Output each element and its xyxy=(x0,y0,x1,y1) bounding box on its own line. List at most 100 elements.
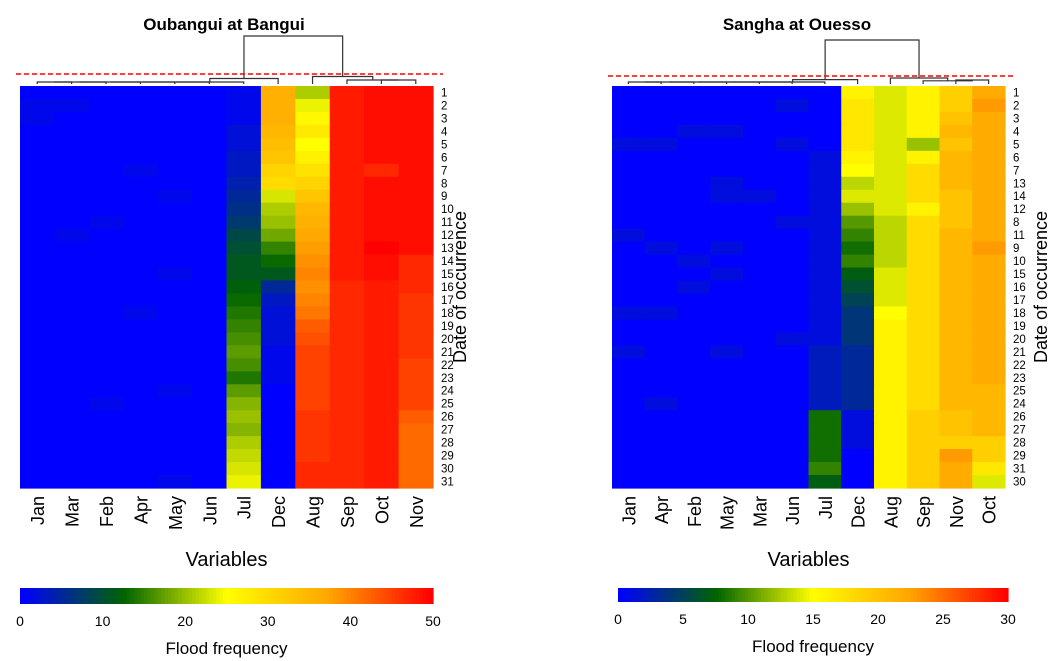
colorbar-segment xyxy=(871,588,876,602)
heatmap-panel-2: Sangha at Ouesso123456713141281191015161… xyxy=(608,15,1051,656)
colorbar-segment xyxy=(829,588,834,602)
colorbar-segment xyxy=(226,588,231,604)
column-dendrogram xyxy=(627,39,990,84)
heatmap-cell xyxy=(677,436,711,450)
colorbar-segment xyxy=(223,588,228,604)
colorbar-title: Flood frequency xyxy=(752,637,874,656)
heatmap-cell xyxy=(677,98,711,113)
heatmap-cell xyxy=(123,436,159,450)
heatmap-cell xyxy=(54,332,90,346)
colorbar-segment xyxy=(865,588,869,602)
heatmap-cell xyxy=(612,163,646,178)
colorbar-segment xyxy=(64,588,69,604)
heatmap-cell xyxy=(841,332,875,346)
heatmap-cell xyxy=(398,306,434,321)
heatmap-cell xyxy=(644,98,679,113)
heatmap-cell xyxy=(906,449,941,463)
row-label: 18 xyxy=(1013,308,1026,320)
colorbar-segment xyxy=(780,588,785,602)
heatmap-cell xyxy=(808,189,842,204)
colorbar-segment xyxy=(322,588,327,604)
heatmap-cell xyxy=(398,358,434,372)
heatmap-cell xyxy=(329,267,365,282)
colorbar-segment xyxy=(848,588,853,602)
chart-title: Oubangui at Bangui xyxy=(143,15,305,34)
colorbar-segment xyxy=(917,588,921,602)
colorbar-segment xyxy=(329,588,334,604)
heatmap-cell xyxy=(906,332,941,346)
heatmap-cell xyxy=(54,280,90,295)
heatmap-cell xyxy=(226,98,262,113)
colorbar-segment xyxy=(647,588,652,602)
heatmap-cell xyxy=(743,98,777,113)
heatmap-cell xyxy=(260,449,296,463)
heatmap-cell xyxy=(295,137,331,152)
heatmap-cell xyxy=(808,384,842,398)
heatmap-cell xyxy=(260,215,296,230)
heatmap-cell xyxy=(398,215,434,230)
heatmap-cell xyxy=(775,345,810,359)
heatmap-cell xyxy=(939,86,973,100)
heatmap-cell xyxy=(710,293,744,308)
colorbar-segment xyxy=(285,588,290,604)
y-axis-title: Date of occurrence xyxy=(1031,211,1051,363)
row-label: 5 xyxy=(1013,139,1019,151)
heatmap-cell xyxy=(775,449,810,463)
colorbar-segment xyxy=(874,588,879,602)
heatmap-cell xyxy=(329,215,365,230)
heatmap-cell xyxy=(841,86,875,100)
heatmap-cell xyxy=(157,111,193,126)
heatmap-cell xyxy=(644,176,679,191)
colorbar-segment xyxy=(910,588,915,602)
heatmap-cell xyxy=(192,86,228,100)
heatmap-cell xyxy=(226,397,262,411)
heatmap-cell xyxy=(329,332,365,346)
heatmap-cell xyxy=(677,410,711,424)
heatmap-cell xyxy=(364,423,400,437)
heatmap-cell xyxy=(364,163,400,178)
heatmap-cell xyxy=(226,189,262,204)
heatmap-cell xyxy=(226,319,262,333)
colorbar-segment xyxy=(346,588,351,604)
colorbar-segment xyxy=(640,588,645,602)
heatmap-cell xyxy=(612,267,646,282)
heatmap-cell xyxy=(874,280,908,295)
colorbar-segment xyxy=(712,588,717,602)
heatmap-cell xyxy=(612,436,646,450)
heatmap-cell xyxy=(226,280,262,295)
heatmap-cell xyxy=(364,241,400,256)
heatmap-cell xyxy=(677,475,711,489)
heatmap-cell xyxy=(226,150,262,165)
heatmap-cell xyxy=(906,137,941,152)
colorbar-segment xyxy=(826,588,830,602)
colorbar-segment xyxy=(130,588,135,604)
column-label: Sep xyxy=(338,496,358,528)
heatmap-cell xyxy=(808,449,842,463)
heatmap-cell xyxy=(906,293,941,308)
column-label: Jul xyxy=(235,496,255,519)
heatmap-cell xyxy=(710,98,744,113)
heatmap-cell xyxy=(260,163,296,178)
heatmap-cell xyxy=(677,449,711,463)
heatmap-cell xyxy=(260,280,296,295)
heatmap-cell xyxy=(157,228,193,243)
heatmap-cell xyxy=(329,410,365,424)
heatmap-cell xyxy=(939,228,973,243)
heatmap-cell xyxy=(192,202,228,217)
heatmap-cell xyxy=(88,267,124,282)
heatmap-cell xyxy=(808,163,842,178)
colorbar-segment xyxy=(722,588,726,602)
heatmap-cell xyxy=(364,228,400,243)
heatmap-cell xyxy=(123,423,159,437)
colorbar-segment xyxy=(725,588,730,602)
heatmap-cell xyxy=(743,293,777,308)
heatmap-cell xyxy=(123,86,159,100)
heatmap-cell xyxy=(677,86,711,100)
heatmap-cell xyxy=(906,371,941,385)
heatmap-cell xyxy=(874,163,908,178)
heatmap-cell xyxy=(677,293,711,308)
heatmap-cell xyxy=(54,215,90,230)
heatmap-cell xyxy=(644,215,679,230)
heatmap-cell xyxy=(329,86,365,100)
